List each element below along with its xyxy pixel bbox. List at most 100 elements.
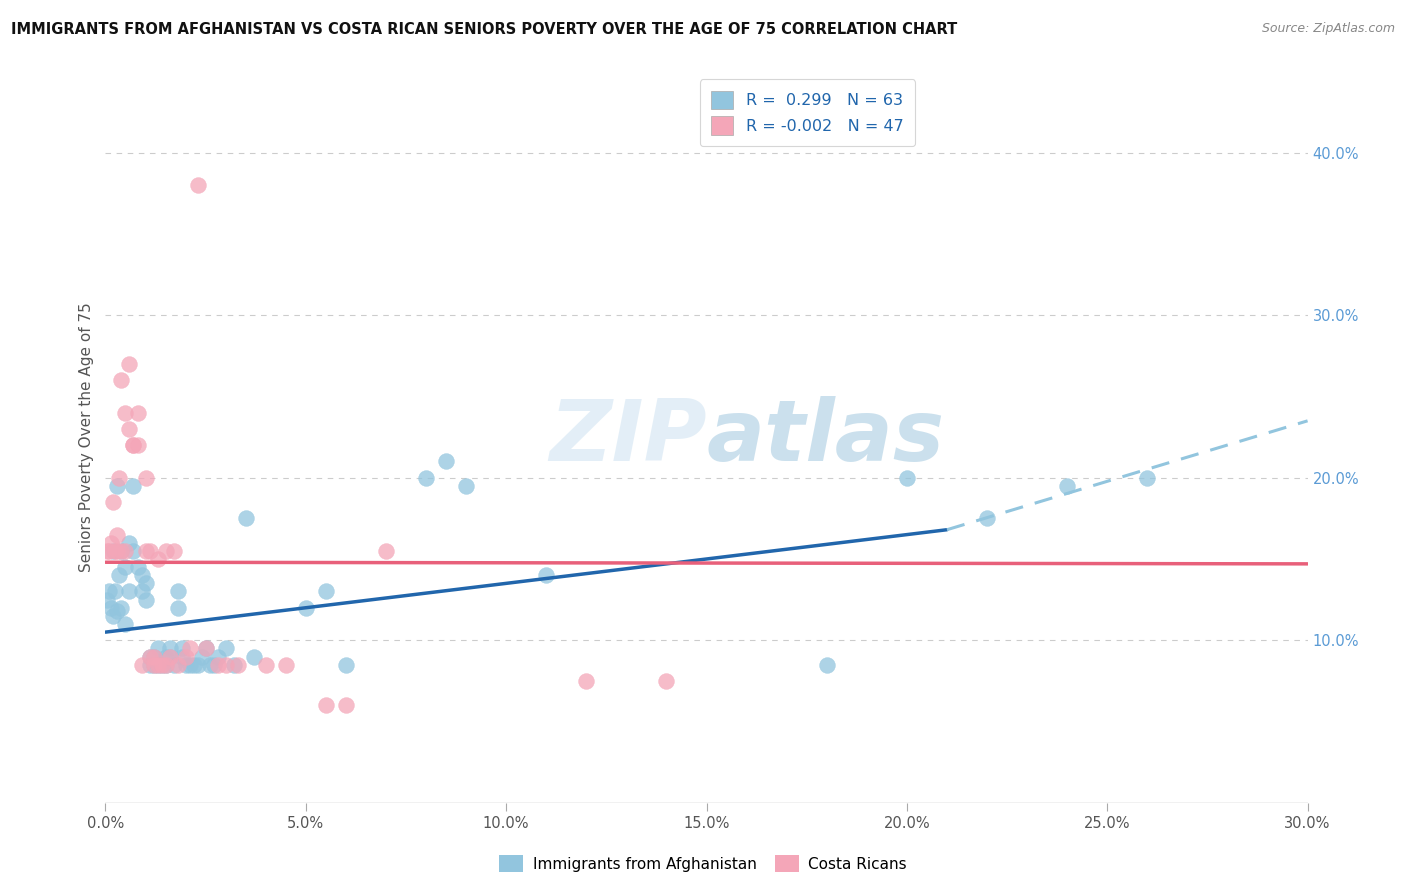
Point — [655, 673, 678, 688]
Point — [122, 438, 145, 452]
Point — [155, 657, 177, 672]
Point — [150, 657, 173, 672]
Point — [138, 544, 160, 558]
Point — [146, 552, 169, 566]
Point — [138, 649, 160, 664]
Point — [1056, 479, 1078, 493]
Point — [96, 592, 118, 607]
Point — [179, 641, 201, 656]
Point — [110, 544, 132, 558]
Point — [183, 657, 205, 672]
Point — [214, 657, 236, 672]
Point — [295, 600, 318, 615]
Point — [1136, 471, 1159, 485]
Point — [242, 649, 264, 664]
Point — [150, 657, 173, 672]
Point — [226, 657, 249, 672]
Text: Source: ZipAtlas.com: Source: ZipAtlas.com — [1261, 22, 1395, 36]
Point — [159, 649, 181, 664]
Point — [166, 657, 188, 672]
Point — [122, 479, 145, 493]
Point — [575, 673, 598, 688]
Point — [166, 600, 188, 615]
Point — [118, 357, 141, 371]
Point — [104, 584, 127, 599]
Point — [235, 511, 257, 525]
Point — [135, 576, 157, 591]
Point — [110, 600, 132, 615]
Point — [108, 568, 131, 582]
Point — [222, 657, 245, 672]
Point — [162, 657, 184, 672]
Point — [131, 568, 153, 582]
Point — [142, 649, 165, 664]
Point — [96, 544, 118, 558]
Point — [896, 471, 918, 485]
Text: atlas: atlas — [707, 395, 945, 479]
Point — [103, 544, 125, 558]
Point — [122, 438, 145, 452]
Point — [110, 544, 132, 558]
Point — [534, 568, 557, 582]
Legend: Immigrants from Afghanistan, Costa Ricans: Immigrants from Afghanistan, Costa Rican… — [491, 847, 915, 880]
Point — [174, 657, 197, 672]
Point — [114, 544, 136, 558]
Point — [254, 657, 277, 672]
Point — [315, 698, 337, 713]
Point — [159, 641, 181, 656]
Point — [155, 657, 177, 672]
Text: ZIP: ZIP — [548, 395, 707, 479]
Point — [335, 657, 357, 672]
Point — [107, 604, 129, 618]
Point — [135, 592, 157, 607]
Point — [138, 657, 160, 672]
Point — [194, 641, 217, 656]
Legend: R =  0.299   N = 63, R = -0.002   N = 47: R = 0.299 N = 63, R = -0.002 N = 47 — [700, 79, 915, 145]
Point — [103, 608, 125, 623]
Point — [108, 471, 131, 485]
Point — [127, 406, 149, 420]
Point — [114, 617, 136, 632]
Point — [107, 544, 129, 558]
Point — [114, 406, 136, 420]
Point — [202, 657, 225, 672]
Point — [155, 544, 177, 558]
Point — [127, 438, 149, 452]
Point — [122, 544, 145, 558]
Point — [118, 584, 141, 599]
Point — [98, 584, 121, 599]
Point — [138, 649, 160, 664]
Point — [146, 657, 169, 672]
Point — [815, 657, 838, 672]
Point — [131, 657, 153, 672]
Point — [194, 641, 217, 656]
Point — [434, 454, 457, 468]
Point — [198, 657, 221, 672]
Point — [114, 560, 136, 574]
Point — [174, 649, 197, 664]
Point — [135, 544, 157, 558]
Point — [415, 471, 437, 485]
Point — [315, 584, 337, 599]
Y-axis label: Seniors Poverty Over the Age of 75: Seniors Poverty Over the Age of 75 — [79, 302, 94, 572]
Point — [454, 479, 477, 493]
Point — [166, 584, 188, 599]
Point — [179, 657, 201, 672]
Point — [170, 649, 193, 664]
Point — [187, 657, 209, 672]
Point — [118, 422, 141, 436]
Point — [142, 649, 165, 664]
Point — [207, 649, 229, 664]
Point — [127, 560, 149, 574]
Point — [190, 649, 212, 664]
Point — [100, 600, 122, 615]
Point — [170, 641, 193, 656]
Point — [214, 641, 236, 656]
Point — [100, 535, 122, 549]
Point — [131, 584, 153, 599]
Point — [976, 511, 998, 525]
Point — [207, 657, 229, 672]
Text: IMMIGRANTS FROM AFGHANISTAN VS COSTA RICAN SENIORS POVERTY OVER THE AGE OF 75 CO: IMMIGRANTS FROM AFGHANISTAN VS COSTA RIC… — [11, 22, 957, 37]
Point — [335, 698, 357, 713]
Point — [98, 544, 121, 558]
